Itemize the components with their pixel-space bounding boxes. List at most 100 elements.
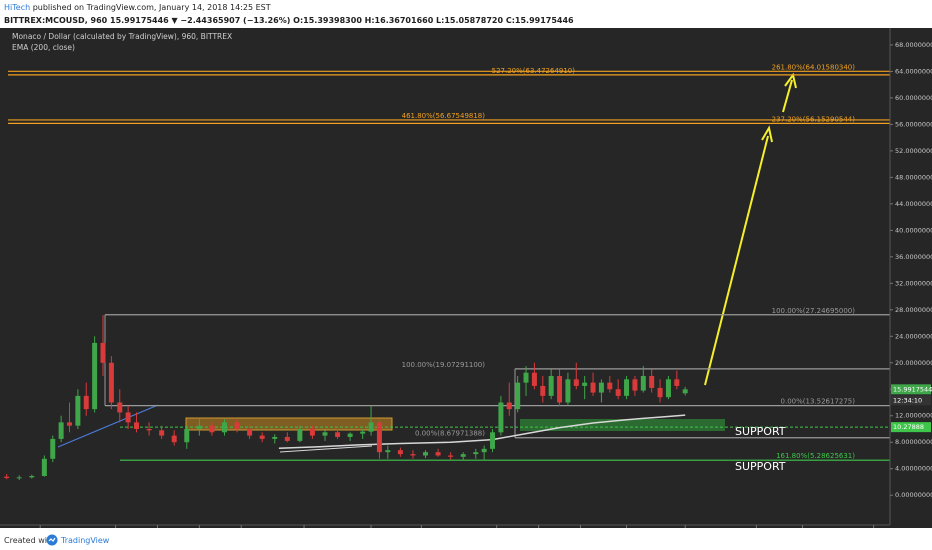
candle-body (435, 452, 441, 456)
y-tick-label: 12.00000000 (895, 412, 932, 420)
candle-body (590, 382, 596, 393)
candle-body (368, 422, 374, 432)
candle-body (58, 422, 64, 439)
countdown-label: 12:34:10 (893, 396, 922, 404)
arrow-head (761, 125, 773, 143)
candle-body (624, 379, 630, 396)
y-tick-label: 8.00000000 (895, 438, 932, 446)
candle-body (460, 454, 466, 457)
candle-body (146, 428, 152, 431)
candle-body (4, 476, 10, 478)
candle-body (607, 382, 613, 390)
fib-label: 261.80%(64.01580340) (772, 63, 856, 71)
candle-body (540, 385, 546, 396)
candle-body (548, 376, 554, 396)
candle-body (16, 477, 22, 479)
candle-body (75, 395, 81, 426)
candle-body (29, 476, 35, 478)
candle-body (108, 362, 114, 403)
candle-body (515, 382, 521, 410)
y-tick-label: 4.00000000 (895, 465, 932, 473)
candle-body (448, 455, 454, 457)
candle-body (234, 422, 240, 429)
candle-body (297, 428, 303, 441)
candle-body (423, 452, 429, 456)
y-tick-label: 68.00000000 (895, 41, 932, 49)
candle-body (284, 436, 290, 441)
candle-body (259, 435, 265, 439)
candle-body (557, 376, 563, 403)
legend-title: Monaco / Dollar (calculated by TradingVi… (12, 32, 232, 41)
candle-body (498, 402, 504, 433)
candle-body (410, 454, 416, 456)
projection-arrow (782, 79, 793, 113)
created-with: Created with (4, 536, 56, 545)
logo (46, 534, 58, 546)
fib-label: 0.00%(8.67971388) (415, 430, 485, 438)
fib-label: 0.00%(13.52617275) (781, 398, 856, 406)
chart-background (0, 28, 932, 528)
candle-body (565, 379, 571, 403)
y-tick-label: 40.00000000 (895, 226, 932, 234)
candle-body (376, 422, 382, 453)
fib-label: 461.80%(56.67549818) (402, 112, 486, 120)
header: HiTech published on TradingView.com, Jan… (0, 0, 932, 30)
symbol-line: BITTREX:MCOUSD, 960 15.99175446 ▼ −2.443… (4, 16, 574, 25)
price-tag (891, 384, 931, 395)
price-tag-label: 10.27888 (893, 423, 924, 431)
brand[interactable]: TradingView (61, 536, 110, 545)
trend-line (279, 445, 373, 453)
candle-body (322, 432, 328, 436)
candle-body (682, 389, 688, 394)
annotation: SUPPORT (735, 460, 786, 473)
y-tick-label: 28.00000000 (895, 306, 932, 314)
candle-body (159, 430, 165, 436)
candle-body (573, 379, 579, 386)
candle-body (100, 342, 106, 363)
candle-body (171, 435, 177, 443)
y-tick-label: 32.00000000 (895, 279, 932, 287)
published: published on TradingView.com, January 14… (30, 3, 271, 12)
support-zone (520, 419, 725, 431)
fib-label: 237.20%(56.15290544) (772, 115, 856, 123)
candle-body (632, 379, 638, 391)
candle-body (360, 431, 366, 434)
candle-body (598, 382, 604, 393)
author[interactable]: HiTech (4, 3, 31, 12)
candle-body (221, 422, 227, 433)
annotation: SUPPORT (735, 425, 786, 438)
candle-body (473, 452, 479, 455)
fib-label: 100.00%(19.07291100) (402, 361, 486, 369)
candle-body (83, 395, 89, 410)
candle-body (67, 422, 73, 426)
candle-body (582, 382, 588, 386)
candle-body (665, 379, 671, 398)
candle-body (649, 376, 655, 388)
candle-body (134, 422, 140, 429)
candle-body (523, 372, 529, 383)
candle-body (117, 402, 123, 413)
candle-body (247, 428, 253, 436)
y-tick-label: 24.00000000 (895, 332, 932, 340)
candle-body (615, 389, 621, 396)
candle-body (397, 450, 403, 455)
resistance-box (185, 417, 393, 431)
candle-body (657, 387, 663, 398)
y-tick-label: 64.00000000 (895, 67, 932, 75)
candle-body (272, 436, 278, 439)
y-tick-label: 44.00000000 (895, 200, 932, 208)
projection-arrow (704, 135, 769, 386)
trend-line (57, 404, 159, 448)
candle-body (125, 412, 131, 423)
countdown-tag (891, 395, 931, 406)
price-tag-label: 15.99175446 (893, 385, 932, 393)
candle-body (309, 428, 315, 436)
candle-body (92, 342, 98, 410)
candle-body (347, 433, 353, 437)
candle-body (640, 376, 646, 391)
footer: Created with TradingView (0, 530, 932, 550)
candle-body (506, 402, 512, 410)
candle-body (184, 428, 190, 443)
candle-body (531, 372, 537, 386)
